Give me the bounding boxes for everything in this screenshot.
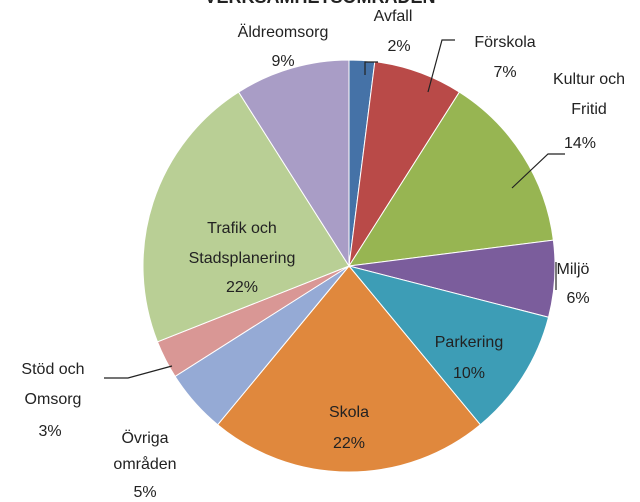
- leader-line: [104, 365, 173, 379]
- slice-value-label: 7%: [493, 64, 517, 81]
- slice-label: Äldreomsorg: [237, 24, 329, 41]
- pie-slice: [237, 59, 350, 268]
- pie-slice: [348, 91, 554, 267]
- leader-line: [511, 153, 565, 189]
- leader-line: [427, 39, 455, 93]
- slice-label: Övriga områden: [113, 430, 177, 473]
- slice-label: Skola: [328, 404, 370, 421]
- slice-label: Miljö: [556, 261, 590, 278]
- slice-label: Kultur och Fritid: [552, 71, 626, 118]
- slice-value-label: 22%: [332, 435, 366, 452]
- slice-value-label: 22%: [225, 279, 259, 296]
- slice-value-label: 9%: [271, 53, 295, 70]
- slice-value-label: 2%: [387, 38, 411, 55]
- slice-label: Stöd och Omsorg: [21, 361, 85, 408]
- leader-line: [364, 61, 378, 75]
- slice-value-label: 14%: [563, 135, 597, 152]
- slice-label: Trafik och Stadsplanering: [188, 220, 296, 267]
- slice-value-label: 3%: [38, 423, 62, 440]
- slice-value-label: 10%: [452, 365, 486, 382]
- pie-slice: [216, 265, 482, 473]
- slice-value-label: 5%: [133, 484, 157, 501]
- pie-slice: [142, 91, 350, 343]
- chart-title: VERKSAMHETSOMRÅDEN: [0, 0, 640, 8]
- slice-label: Avfall: [373, 8, 413, 25]
- slice-label: Förskola: [474, 34, 536, 51]
- slice-value-label: 6%: [566, 290, 590, 307]
- slice-label: Parkering: [434, 334, 504, 351]
- pie-slice: [347, 265, 550, 426]
